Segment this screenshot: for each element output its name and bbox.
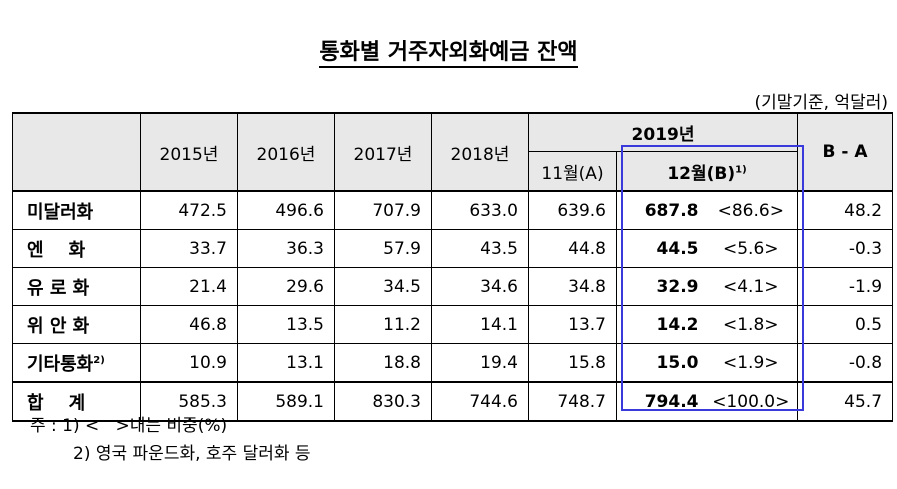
- header-2018: 2018년: [431, 112, 529, 192]
- cell-2017: 34.5: [334, 267, 432, 306]
- cell-2016: 29.6: [237, 267, 335, 306]
- cell-diff: 0.5: [797, 305, 894, 344]
- cell-share: <86.6>: [704, 190, 799, 230]
- row-label: 유 로 화: [12, 267, 141, 306]
- cell-2018: 744.6: [431, 381, 529, 422]
- cell-dec: 687.8: [616, 190, 705, 230]
- cell-dec: 44.5: [616, 229, 705, 268]
- cell-dec: 14.2: [616, 305, 705, 344]
- cell-nov: 15.8: [528, 343, 617, 383]
- table-row: 유 로 화 21.4 29.6 34.5 34.6 34.8 32.9 <4.1> -1.9: [12, 267, 894, 306]
- cell-nov: 639.6: [528, 190, 617, 230]
- cell-2016: 589.1: [237, 381, 335, 422]
- cell-2017: 11.2: [334, 305, 432, 344]
- cell-diff: -0.8: [797, 343, 894, 383]
- cell-2018: 43.5: [431, 229, 529, 268]
- cell-2018: 19.4: [431, 343, 529, 383]
- table-title: 통화별 거주자외화예금 잔액: [0, 34, 897, 68]
- cell-2016: 496.6: [237, 190, 335, 230]
- header-2015: 2015년: [140, 112, 238, 192]
- cell-2018: 633.0: [431, 190, 529, 230]
- cell-share: <1.9>: [704, 343, 799, 383]
- header-diff: B - A: [797, 112, 894, 192]
- cell-nov: 748.7: [528, 381, 617, 422]
- cell-2015: 21.4: [140, 267, 238, 306]
- cell-dec: 794.4: [616, 381, 705, 422]
- corner-cell: [12, 112, 141, 192]
- cell-share: <1.8>: [704, 305, 799, 344]
- cell-share: <100.0>: [704, 381, 799, 422]
- cell-nov: 44.8: [528, 229, 617, 268]
- cell-dec: 15.0: [616, 343, 705, 383]
- cell-diff: -0.3: [797, 229, 894, 268]
- cell-share: <5.6>: [704, 229, 799, 268]
- cell-diff: 48.2: [797, 190, 894, 230]
- cell-2016: 13.1: [237, 343, 335, 383]
- cell-2017: 18.8: [334, 343, 432, 383]
- cell-2015: 46.8: [140, 305, 238, 344]
- deposit-table: 2015년 2016년 2017년 2018년 2019년 B - A 11월(…: [12, 112, 894, 422]
- table-row: 엔 화 33.7 36.3 57.9 43.5 44.8 44.5 <5.6> -0.3: [12, 229, 894, 268]
- total-row: 합 계 585.3 589.1 830.3 744.6 748.7 794.4 …: [12, 381, 894, 422]
- cell-diff: -1.9: [797, 267, 894, 306]
- row-label: 합 계: [12, 381, 141, 422]
- header-2019: 2019년: [527, 112, 799, 152]
- table-row: 미달러화 472.5 496.6 707.9 633.0 639.6 687.8 <86.6>…: [12, 190, 894, 230]
- table-row: 기타통화2) 10.9 13.1 18.8 19.4 15.8 15.0 <1.9> -0.8: [12, 343, 894, 383]
- row-label: 엔 화: [12, 229, 141, 268]
- cell-2017: 707.9: [334, 190, 432, 230]
- cell-diff: 45.7: [797, 381, 894, 422]
- cell-2015: 472.5: [140, 190, 238, 230]
- row-label: 위 안 화: [12, 305, 141, 344]
- table-row: 위 안 화 46.8 13.5 11.2 14.1 13.7 14.2 <1.8> 0.5: [12, 305, 894, 344]
- footnotes: 주 : 1) < >내는 비중(%) 2) 영국 파운드화, 호주 달러화 등: [30, 412, 311, 468]
- cell-2016: 13.5: [237, 305, 335, 344]
- cell-2017: 830.3: [334, 381, 432, 422]
- header-2016: 2016년: [237, 112, 335, 192]
- header-nov: 11월(A): [528, 151, 617, 192]
- header-dec: 12월(B)1): [615, 151, 799, 192]
- cell-share: <4.1>: [704, 267, 799, 306]
- cell-2018: 14.1: [431, 305, 529, 344]
- cell-2018: 34.6: [431, 267, 529, 306]
- cell-nov: 13.7: [528, 305, 617, 344]
- cell-2016: 36.3: [237, 229, 335, 268]
- row-label: 미달러화: [12, 190, 141, 230]
- cell-2015: 33.7: [140, 229, 238, 268]
- row-label: 기타통화2): [12, 343, 141, 383]
- note-1: 주 : 1) < >내는 비중(%): [30, 416, 228, 436]
- note-2: 2) 영국 파운드화, 호주 달러화 등: [73, 444, 311, 464]
- unit-label: (기말기준, 억달러): [754, 93, 888, 113]
- cell-2015: 10.9: [140, 343, 238, 383]
- header-2017: 2017년: [334, 112, 432, 192]
- cell-nov: 34.8: [528, 267, 617, 306]
- cell-2017: 57.9: [334, 229, 432, 268]
- cell-dec: 32.9: [616, 267, 705, 306]
